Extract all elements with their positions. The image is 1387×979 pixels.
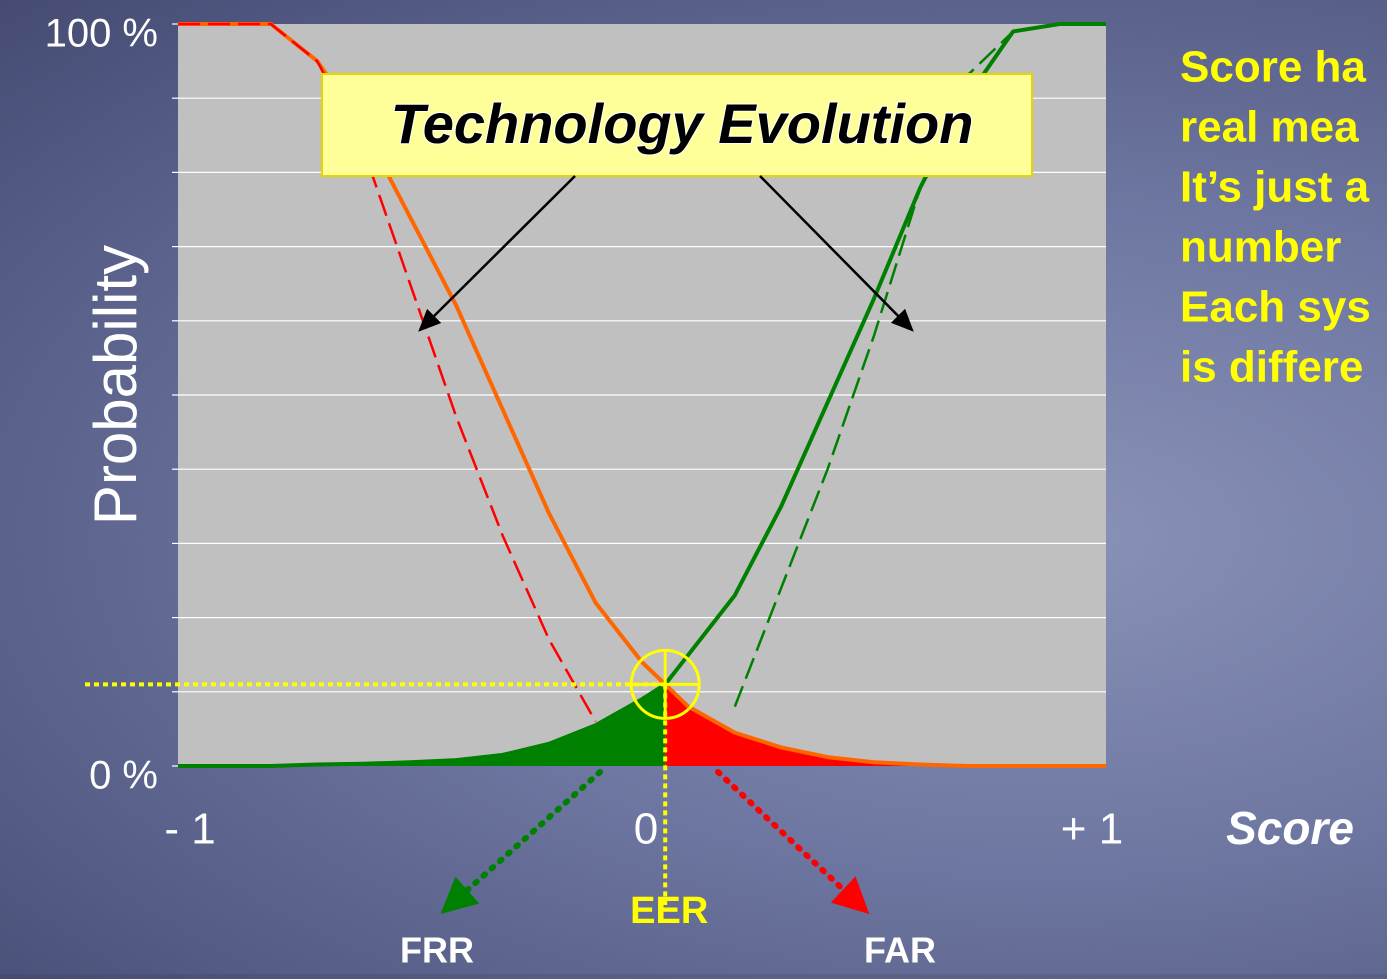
x-tick-label: - 1 — [164, 805, 215, 854]
annotation: Technology Evolution — [391, 92, 974, 155]
y-tick-label: 0 % — [89, 754, 158, 798]
x-tick-label: 0 — [634, 805, 658, 854]
side-text: It’s just a — [1180, 163, 1370, 212]
y-axis-label: Probability — [82, 245, 149, 525]
side-text: Each sys — [1180, 283, 1371, 332]
frr-arrow — [440, 769, 603, 914]
far-label: FAR — [864, 930, 936, 971]
y-tick-label: 100 % — [45, 12, 158, 56]
eer-label: EER — [630, 890, 708, 932]
series-line — [178, 22, 597, 723]
x-tick-label: + 1 — [1061, 805, 1123, 854]
far-arrow — [715, 769, 870, 915]
annotation-box — [321, 73, 1033, 177]
shaded-area — [665, 684, 1106, 766]
x-axis-label: Score — [1226, 802, 1354, 854]
side-text: real mea — [1180, 103, 1359, 152]
arrow — [418, 175, 576, 332]
series-line — [733, 22, 1106, 708]
frr-label: FRR — [400, 930, 474, 971]
side-text: is differe — [1180, 343, 1363, 392]
side-text: Score ha — [1180, 43, 1366, 92]
arrow — [759, 175, 914, 332]
side-text: number — [1180, 223, 1341, 272]
